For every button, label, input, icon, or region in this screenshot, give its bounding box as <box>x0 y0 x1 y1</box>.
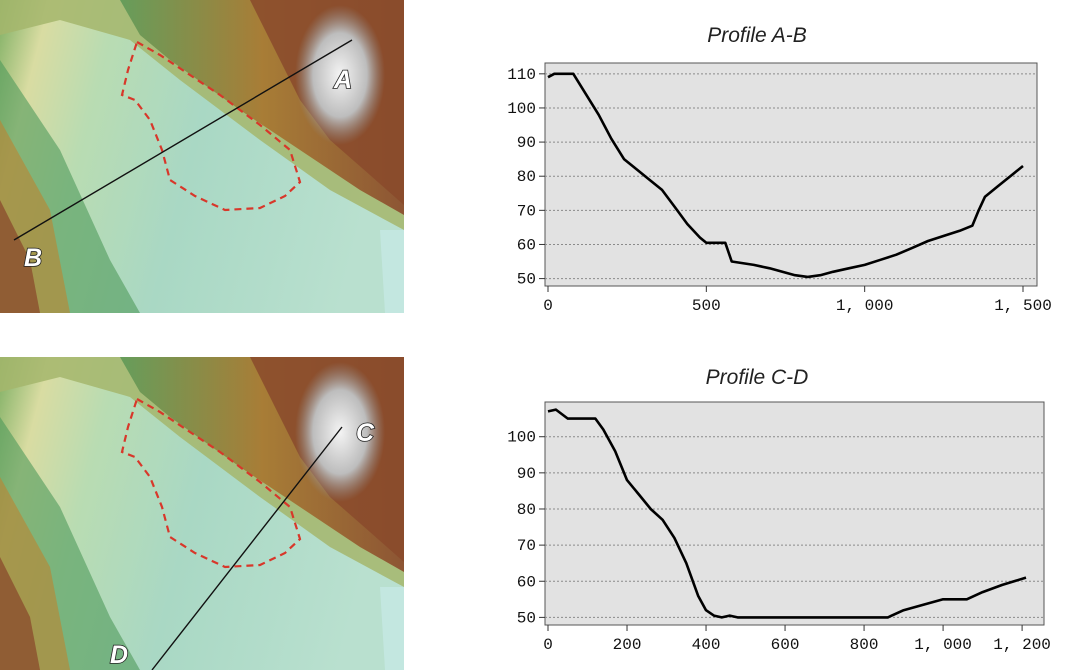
elevation-map-bottom: C D <box>0 357 404 670</box>
x-tick-label: 500 <box>692 297 721 315</box>
map-label-b: B <box>24 244 42 272</box>
y-tick-label: 50 <box>517 609 536 627</box>
x-tick-label: 1, 500 <box>994 297 1052 315</box>
y-tick-label: 50 <box>517 271 536 289</box>
y-tick-label: 80 <box>517 501 536 519</box>
y-tick-label: 70 <box>517 537 536 555</box>
map-label-a: A <box>333 66 352 94</box>
y-tick-label: 90 <box>517 465 536 483</box>
y-tick-label: 90 <box>517 134 536 152</box>
map-label-c: C <box>356 419 375 447</box>
x-tick-label: 1, 000 <box>836 297 894 315</box>
y-tick-label: 100 <box>507 100 536 118</box>
profile-line-cd <box>151 426 343 670</box>
profile-chart-ab-svg: Profile A-B 50 60 70 80 90 100 110 0 500 1, 000 1… <box>507 24 1052 315</box>
profile-line-ab <box>13 39 353 241</box>
plot-area <box>544 62 1038 287</box>
elevation-map-bottom-graphic: C D <box>0 357 404 670</box>
y-tick-label: 110 <box>507 66 536 84</box>
y-tick-label: 60 <box>517 236 536 254</box>
chart-title: Profile C-D <box>706 366 809 389</box>
elevation-map-top-graphic: A B <box>0 0 404 313</box>
profile-line <box>547 72 1024 279</box>
profile-chart-ab: Profile A-B 50 60 70 80 90 100 110 0 500 1, 000 1… <box>475 0 1083 315</box>
x-tick-label: 0 <box>543 636 553 654</box>
y-tick-label: 70 <box>517 202 536 220</box>
x-tick-label: 1, 200 <box>993 636 1051 654</box>
x-tick-label: 800 <box>850 636 879 654</box>
profile-line <box>547 408 1027 619</box>
study-area-boundary-top <box>120 40 302 212</box>
x-tick-label: 1, 000 <box>914 636 972 654</box>
study-area-boundary-bottom <box>120 397 302 569</box>
plot-area <box>544 401 1045 626</box>
chart-title: Profile A-B <box>707 24 807 47</box>
x-tick-label: 0 <box>543 297 553 315</box>
x-tick-label: 400 <box>692 636 721 654</box>
x-tick-label: 600 <box>771 636 800 654</box>
map-label-d: D <box>110 641 128 669</box>
y-tick-label: 60 <box>517 573 536 591</box>
y-tick-label: 100 <box>507 429 536 447</box>
profile-chart-cd: Profile C-D 50 60 70 80 90 100 0 200 400 600 800 1… <box>475 357 1083 670</box>
profile-chart-cd-svg: Profile C-D 50 60 70 80 90 100 0 200 400 600 800 1… <box>507 366 1051 654</box>
x-tick-label: 200 <box>613 636 642 654</box>
elevation-map-top: A B <box>0 0 404 313</box>
y-tick-label: 80 <box>517 168 536 186</box>
